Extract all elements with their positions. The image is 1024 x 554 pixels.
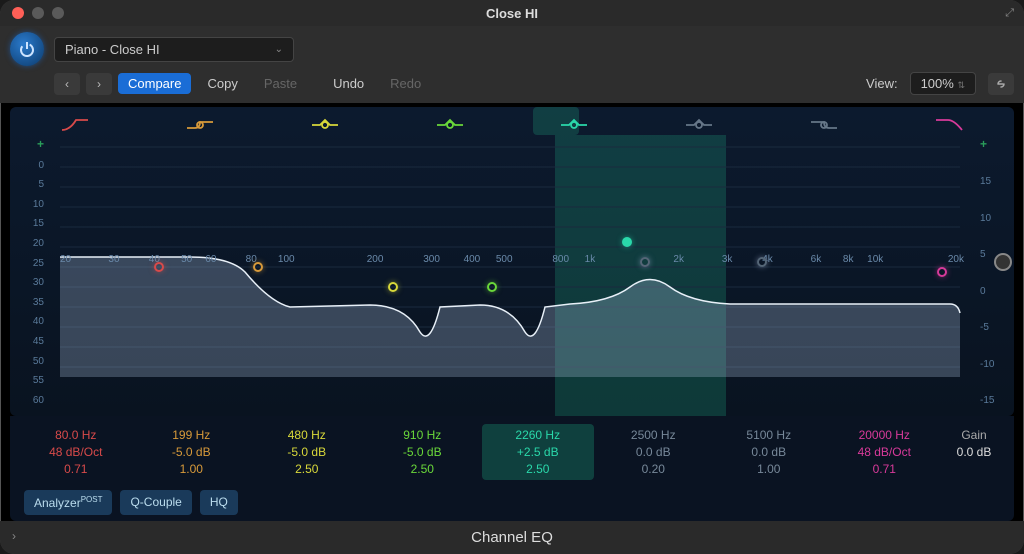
band-handles <box>10 107 1014 416</box>
paste-button[interactable]: Paste <box>254 73 307 94</box>
redo-button[interactable]: Redo <box>380 73 431 94</box>
window-title: Close HI <box>486 6 538 21</box>
compare-button[interactable]: Compare <box>118 73 191 94</box>
view-label: View: <box>866 76 898 91</box>
analyzer-button[interactable]: AnalyzerPOST <box>24 490 112 515</box>
footer: › Channel EQ <box>0 521 1024 554</box>
band-1-handle[interactable] <box>154 262 164 272</box>
view-value[interactable]: 100% ⇅ <box>910 72 976 95</box>
plugin-window: Close HI ⤢ Piano - Close HI ⌄ ‹ › Compar… <box>0 0 1024 554</box>
chevron-down-icon: ⌄ <box>275 44 283 55</box>
close-icon[interactable] <box>12 7 24 19</box>
band-2-params[interactable]: 199 Hz -5.0 dB 1.00 <box>136 424 248 480</box>
plugin-name: Channel EQ <box>471 529 553 546</box>
prev-button[interactable]: ‹ <box>54 73 80 95</box>
output-gain-knob[interactable] <box>994 253 1012 271</box>
power-button[interactable] <box>10 32 44 66</box>
preset-name: Piano - Close HI <box>65 42 160 57</box>
band-6-handle[interactable] <box>640 257 650 267</box>
band-6-params[interactable]: 2500 Hz 0.0 dB 0.20 <box>598 424 710 480</box>
expand-icon[interactable]: ⤢ <box>1005 7 1014 20</box>
band-8-handle[interactable] <box>937 267 947 277</box>
minimize-icon[interactable] <box>32 7 44 19</box>
band-7-params[interactable]: 5100 Hz 0.0 dB 1.00 <box>713 424 825 480</box>
band-3-handle[interactable] <box>388 282 398 292</box>
link-button[interactable] <box>988 73 1014 95</box>
band-8-params[interactable]: 20000 Hz 48 dB/Oct 0.71 <box>829 424 941 480</box>
band-5-params[interactable]: 2260 Hz +2.5 dB 2.50 <box>482 424 594 480</box>
band-5-handle[interactable] <box>622 237 632 247</box>
band-4-handle[interactable] <box>487 282 497 292</box>
band-1-params[interactable]: 80.0 Hz 48 dB/Oct 0.71 <box>20 424 132 480</box>
parameter-readout: 80.0 Hz 48 dB/Oct 0.71 199 Hz -5.0 dB 1.… <box>10 416 1014 521</box>
eq-graph[interactable]: +051015202530354045505560 +151050-5-10-1… <box>10 107 1014 416</box>
band-7-handle[interactable] <box>757 257 767 267</box>
band-4-params[interactable]: 910 Hz -5.0 dB 2.50 <box>367 424 479 480</box>
undo-button[interactable]: Undo <box>323 73 374 94</box>
q-couple-button[interactable]: Q-Couple <box>120 490 191 515</box>
traffic-lights <box>0 7 64 19</box>
band-2-handle[interactable] <box>253 262 263 272</box>
titlebar: Close HI ⤢ <box>0 0 1024 26</box>
copy-button[interactable]: Copy <box>197 73 247 94</box>
band-3-params[interactable]: 480 Hz -5.0 dB 2.50 <box>251 424 363 480</box>
power-icon <box>18 40 36 58</box>
gain-readout[interactable]: Gain 0.0 dB <box>944 424 1004 480</box>
toolbar: Piano - Close HI ⌄ ‹ › Compare Copy Past… <box>0 26 1024 103</box>
maximize-icon[interactable] <box>52 7 64 19</box>
preset-selector[interactable]: Piano - Close HI ⌄ <box>54 37 294 62</box>
next-button[interactable]: › <box>86 73 112 95</box>
link-icon <box>994 77 1008 91</box>
hq-button[interactable]: HQ <box>200 490 238 515</box>
disclosure-chevron-icon[interactable]: › <box>12 529 16 543</box>
